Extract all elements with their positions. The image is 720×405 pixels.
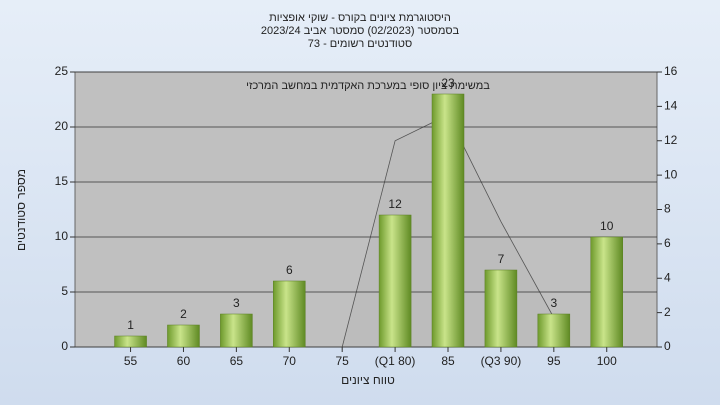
bar [537,313,571,348]
bar [220,313,253,348]
data-label: 1 [127,318,134,332]
y-tick-label: 10 [55,229,69,243]
y2-tick-label: 16 [664,64,678,78]
x-axis-label: טווח ציונים [341,373,395,387]
y-axis-label: מספר סטודנטים [14,169,28,251]
y2-tick-label: 10 [664,167,678,181]
data-label: 23 [441,76,455,90]
data-label: 12 [388,197,402,211]
y2-tick-label: 0 [664,339,671,353]
x-tick-label: 75 [336,354,350,368]
bar [273,280,306,348]
bar [484,269,518,348]
y-tick-label: 15 [55,174,69,188]
y2-tick-label: 12 [664,133,678,147]
x-tick-label: (Q1 80) [375,354,416,368]
y2-tick-label: 2 [664,305,671,319]
y2-tick-label: 6 [664,236,671,250]
data-label: 2 [180,307,187,321]
y-tick-label: 0 [61,339,68,353]
x-tick-label: 100 [597,354,617,368]
chart-title: היסטוגרמת ציונים בקורס - שוקי אופציות [269,12,451,24]
chart-subtitle: בסמסטר (02/2023) סמסטר אביב 2023/24 [261,25,460,37]
x-tick-label: 55 [124,354,138,368]
bar [590,236,623,348]
bar [114,335,147,348]
y-tick-label: 25 [55,64,69,78]
bar [378,214,412,348]
data-label: 7 [498,252,505,266]
x-tick-label: 70 [283,354,297,368]
chart-subtitle: סטודנטים רשומים - 73 [308,38,412,50]
bar [431,93,465,348]
x-tick-label: 85 [441,354,455,368]
data-label: 10 [600,219,614,233]
x-tick-label: 60 [177,354,191,368]
data-label: 3 [233,296,240,310]
data-label: 3 [550,296,557,310]
x-tick-label: 65 [230,354,244,368]
y2-tick-label: 14 [664,99,678,113]
bar [167,324,200,348]
y2-tick-label: 4 [664,270,671,284]
annotation: במשימת ציון סופי במערכת האקדמית במחשב המ… [246,80,490,92]
x-tick-label: (Q3 90) [481,354,522,368]
y-tick-label: 5 [61,284,68,298]
y-tick-label: 20 [55,119,69,133]
x-tick-label: 95 [547,354,561,368]
y2-tick-label: 8 [664,202,671,216]
data-label: 6 [286,263,293,277]
